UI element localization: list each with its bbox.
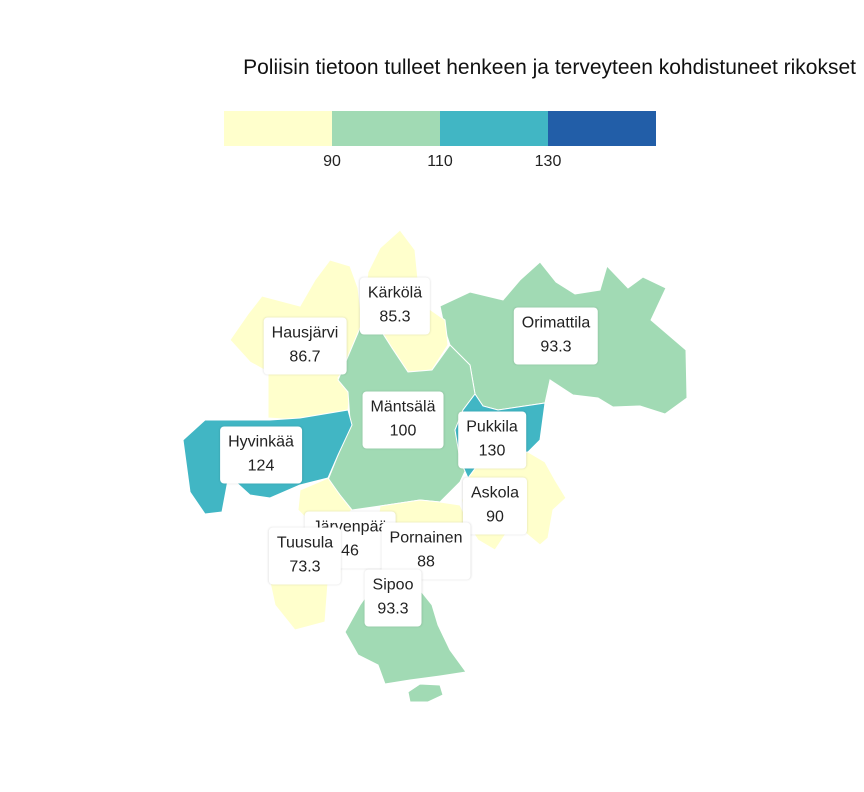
label-tuusula: Tuusula 73.3	[268, 527, 342, 585]
label-karkola: Kärkölä 85.3	[359, 277, 431, 335]
label-hausjarvi: Hausjärvi 86.7	[263, 317, 347, 375]
label-mantsala: Mäntsälä 100	[362, 391, 444, 449]
label-askola: Askola 90	[462, 477, 528, 535]
legend-swatch-1	[224, 111, 332, 146]
legend-tick-90: 90	[323, 153, 341, 170]
label-pukkila: Pukkila 130	[458, 411, 526, 469]
color-legend	[224, 111, 656, 146]
legend-swatch-2	[332, 111, 440, 146]
legend-swatch-4	[548, 111, 656, 146]
label-orimattila: Orimattila 93.3	[513, 307, 599, 365]
map-title: Poliisin tietoon tulleet henkeen ja terv…	[243, 56, 856, 79]
legend-tick-130: 130	[534, 153, 562, 170]
label-pornainen: Pornainen 88	[381, 522, 471, 580]
legend-swatch-3	[440, 111, 548, 146]
label-sipoo: Sipoo 93.3	[364, 569, 422, 627]
label-hyvinkaa: Hyvinkää 124	[220, 426, 302, 484]
region-sipoo-island	[407, 683, 444, 703]
legend-tick-110: 110	[427, 153, 453, 170]
